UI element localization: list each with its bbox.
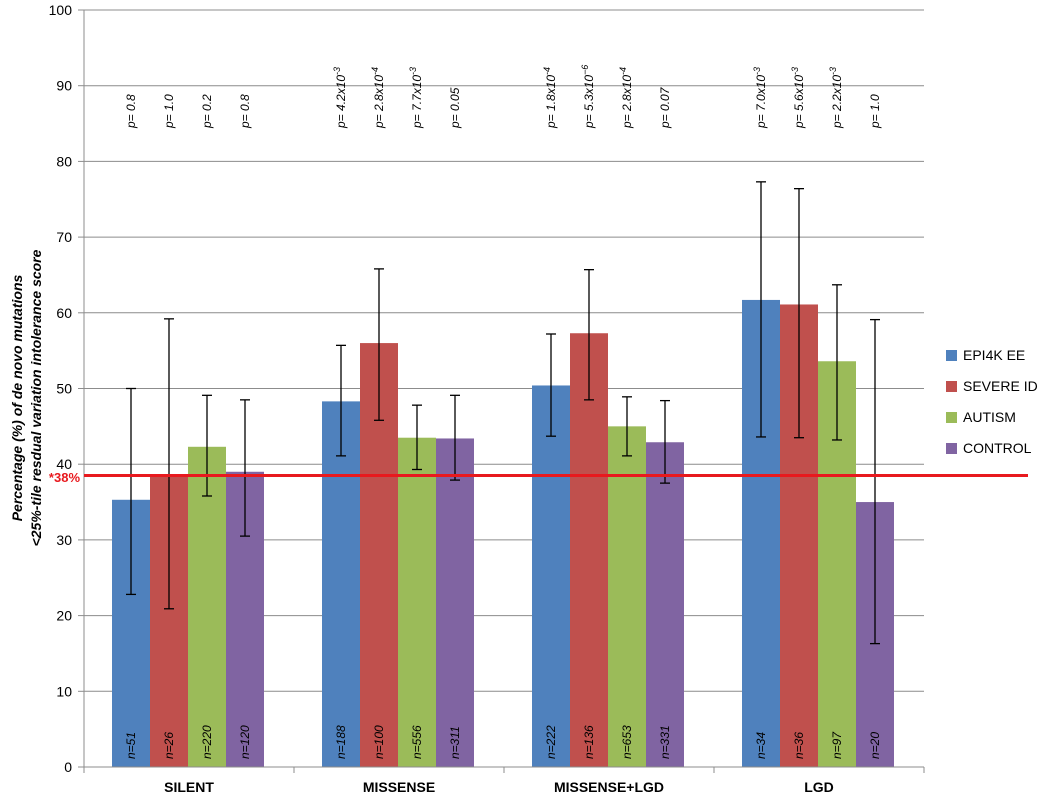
p-value-label: p= 0.8	[124, 94, 138, 129]
n-label: n=120	[238, 725, 252, 759]
y-tick-label: 100	[49, 2, 73, 18]
y-axis-label-line1: Percentage (%) of de novo mutations	[9, 274, 25, 521]
n-label: n=36	[792, 732, 806, 759]
legend-swatch	[946, 443, 957, 454]
n-label: n=97	[830, 731, 844, 759]
legend: EPI4K EE SEVERE ID AUTISM CONTROL	[946, 347, 1038, 456]
p-value-label: p= 2.8x10-4	[618, 67, 634, 129]
y-axis-label-line2: <25%-tile resdual variation intolerance …	[28, 249, 44, 546]
x-category-label: MISSENSE+LGD	[554, 779, 664, 795]
p-value-label: p= 2.8x10-4	[370, 67, 386, 129]
bar	[322, 401, 360, 767]
p-value-label: p= 5.3x10−6	[580, 65, 596, 129]
p-value-label: p= 0.8	[238, 94, 252, 129]
legend-label: EPI4K EE	[963, 347, 1025, 363]
y-tick-label: 50	[56, 381, 72, 397]
x-category-label: MISSENSE	[363, 779, 435, 795]
bar	[646, 442, 684, 767]
p-value-label: p= 4.2x10-3	[332, 67, 348, 129]
bar	[188, 446, 226, 767]
y-tick-label: 90	[56, 78, 72, 94]
n-label: n=51	[124, 732, 138, 759]
y-tick-label: 20	[56, 608, 72, 624]
y-tick-label: 60	[56, 305, 72, 321]
p-value-label: p= 5.6x10-3	[790, 67, 806, 129]
x-category-label: LGD	[804, 779, 834, 795]
legend-label: CONTROL	[963, 440, 1032, 456]
n-label: n=136	[582, 725, 596, 759]
p-value-label: p= 1.8x10-4	[542, 67, 558, 129]
p-value-label: p= 0.2	[200, 94, 214, 129]
legend-swatch	[946, 350, 957, 361]
n-label: n=20	[868, 732, 882, 759]
n-label: n=220	[200, 725, 214, 759]
n-label: n=26	[162, 732, 176, 759]
p-value-label: p= 7.7x10-3	[408, 67, 424, 129]
n-label: n=100	[372, 725, 386, 759]
legend-label: AUTISM	[963, 409, 1016, 425]
legend-swatch	[946, 381, 957, 392]
axes: 0 10 20 30 40 50 60 70 80 90 100 SILENT MISSENSE MISS…	[49, 2, 925, 795]
p-value-label: p= 0.07	[658, 86, 672, 129]
legend-label: SEVERE ID	[963, 378, 1038, 394]
x-category-label: SILENT	[164, 779, 214, 795]
n-label: n=34	[754, 732, 768, 759]
reference-line-group: *38%	[49, 470, 1028, 485]
bar-labels: n=51 p= 0.8 n=188 p= 4.2x10-3 n=222 p= 1.8x10…	[124, 65, 882, 759]
bar	[436, 438, 474, 767]
legend-swatch	[946, 412, 957, 423]
bar	[570, 333, 608, 767]
y-tick-label: 0	[64, 759, 72, 775]
n-label: n=311	[448, 726, 462, 759]
p-value-label: p= 7.0x10-3	[752, 67, 768, 129]
n-label: n=556	[410, 725, 424, 759]
y-tick-label: 30	[56, 532, 72, 548]
bars	[112, 299, 894, 767]
n-label: n=331	[658, 725, 672, 759]
p-value-label: p= 2.2x10-3	[828, 67, 844, 129]
y-tick-label: 10	[56, 683, 72, 699]
n-label: n=188	[334, 725, 348, 759]
y-tick-label: 80	[56, 153, 72, 169]
p-value-label: p= 0.05	[448, 87, 462, 129]
reference-line-label: *38%	[49, 470, 81, 485]
error-bars	[126, 181, 880, 645]
p-value-label: p= 1.0	[868, 94, 882, 129]
y-tick-label: 70	[56, 229, 72, 245]
bar	[532, 385, 570, 767]
p-value-label: p= 1.0	[162, 94, 176, 129]
y-tick-label: 40	[56, 456, 72, 472]
n-label: n=653	[620, 725, 634, 759]
bar	[398, 437, 436, 767]
n-label: n=222	[544, 725, 558, 759]
bar	[608, 426, 646, 767]
